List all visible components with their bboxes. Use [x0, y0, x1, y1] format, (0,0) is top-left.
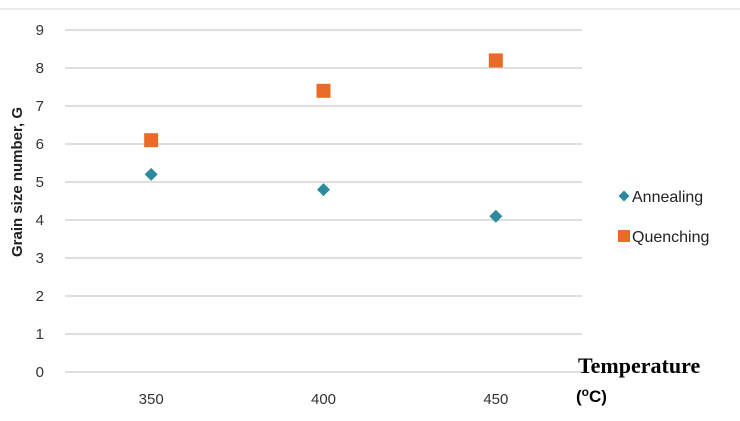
x-tick-label: 400 — [311, 391, 336, 408]
data-points — [144, 53, 503, 223]
point-quenching — [316, 83, 331, 98]
x-axis-title-main: Temperature — [578, 353, 700, 378]
point-quenching — [144, 133, 159, 148]
point-annealing — [144, 167, 158, 181]
y-tick-label: 9 — [36, 22, 44, 39]
legend: Annealing Quenching — [618, 189, 709, 246]
x-axis-unit-prefix: ( — [576, 387, 582, 406]
legend-marker-quenching — [618, 230, 630, 242]
point-annealing — [489, 209, 503, 223]
y-axis-ticks: 0 1 2 3 4 5 6 7 8 9 — [36, 22, 44, 381]
y-tick-label: 4 — [36, 212, 44, 229]
y-tick-label: 1 — [36, 326, 44, 343]
y-axis-title: Grain size number, G — [9, 107, 26, 257]
y-tick-label: 8 — [36, 60, 44, 77]
y-tick-label: 0 — [36, 364, 44, 381]
y-tick-label: 7 — [36, 98, 44, 115]
x-tick-label: 450 — [483, 391, 508, 408]
legend-label-quenching: Quenching — [632, 229, 709, 246]
point-annealing — [317, 183, 330, 197]
gridlines — [65, 29, 582, 373]
y-tick-label: 2 — [36, 288, 44, 305]
legend-label-annealing: Annealing — [632, 189, 703, 206]
point-quenching — [488, 53, 503, 68]
x-axis-unit-sup: o — [582, 385, 589, 399]
x-axis-unit-suffix: C) — [589, 387, 607, 406]
x-tick-label: 350 — [139, 391, 164, 408]
y-tick-label: 3 — [36, 250, 44, 267]
x-axis-title-unit: (oC) — [576, 385, 607, 406]
legend-marker-annealing — [618, 190, 630, 202]
y-tick-label: 6 — [36, 136, 44, 153]
y-tick-label: 5 — [36, 174, 44, 191]
x-axis-ticks: 350 400 450 — [139, 391, 509, 408]
